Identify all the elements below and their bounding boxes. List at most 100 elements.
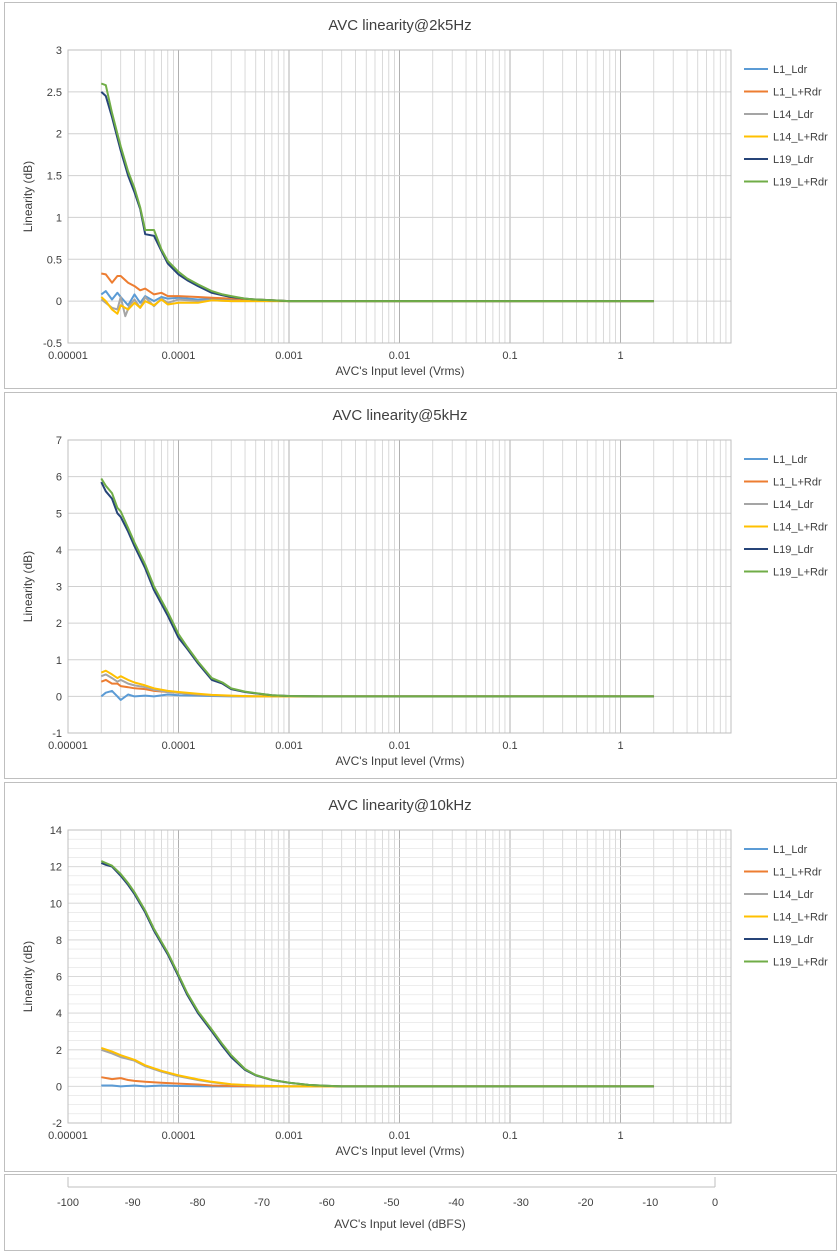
legend-label: L14_L+Rdr	[773, 522, 828, 534]
chart-panel-2k5hz: AVC linearity@2k5Hz 3 2.5 2 1.5 1 0.5 0 -0.5 0.00…	[4, 2, 837, 389]
legend-label: L19_L+Rdr	[773, 567, 828, 579]
x-tick-label: 0.0001	[162, 1130, 196, 1142]
series-line-l19-l-rdr	[100, 82, 654, 303]
dbfs-tick-label: -90	[125, 1197, 141, 1209]
legend-label: L14_Ldr	[773, 109, 814, 121]
x-tick-label: 0.01	[389, 1130, 410, 1142]
chart-title: AVC linearity@10kHz	[328, 797, 471, 814]
linearity-chart-5khz: AVC linearity@5kHz 7 6 5 4 3 2 1 0 -10.00001 0.000…	[21, 407, 828, 768]
dbfs-tick-label: -80	[189, 1197, 205, 1209]
series-line-l14-l-rdr	[100, 669, 654, 698]
dbfs-tick-label: -100	[57, 1197, 79, 1209]
chart-panel-5khz: AVC linearity@5kHz 7 6 5 4 3 2 1 0 -1 0.00001 0.000…	[4, 392, 837, 779]
dbfs-tick-label: -50	[384, 1197, 400, 1209]
chart-title: AVC linearity@5kHz	[333, 407, 468, 424]
y-tick-label: 2.5	[47, 87, 62, 99]
grid-lines	[68, 829, 731, 1124]
y-tick-label: 8	[56, 935, 62, 947]
chart-panel-10khz: AVC linearity@10kHz 14 12 10 8 6 4 2 0 -2 0.00001 0…	[4, 782, 837, 1172]
x-tick-label: 0.01	[389, 740, 410, 752]
x-tick-label: 0.001	[275, 1130, 303, 1142]
dbfs-axis-panel: -100 -90 -80 -70 -60 -50 -40 -30 -20 -10 0 AVC's In…	[4, 1174, 837, 1251]
dbfs-tick-label: -30	[513, 1197, 529, 1209]
plot-area	[67, 829, 732, 1124]
y-tick-label: 4	[56, 1008, 62, 1020]
x-tick-label: 0.0001	[162, 350, 196, 362]
x-tick-label: 0.01	[389, 350, 410, 362]
y-tick-label: 2	[56, 129, 62, 141]
x-tick-label: 0.00001	[48, 350, 88, 362]
dbfs-tick-label: -60	[319, 1197, 335, 1209]
x-tick-label: 1	[617, 350, 623, 362]
x-tick-label: 0.1	[502, 740, 517, 752]
y-tick-label: 0	[56, 296, 62, 308]
y-tick-label: 2	[56, 618, 62, 630]
dbfs-tick-label: -70	[254, 1197, 270, 1209]
dbfs-tick-label: -10	[642, 1197, 658, 1209]
x-tick-label: 0.001	[275, 350, 303, 362]
series-line-l14-l-rdr	[100, 296, 654, 315]
y-tick-label: -0.5	[43, 338, 62, 350]
dbfs-axis-label: AVC's Input level (dBFS)	[334, 1217, 465, 1231]
y-tick-label: 4	[56, 545, 62, 557]
series-line-l19-l-rdr	[100, 477, 654, 698]
y-tick-label: 3	[56, 45, 62, 57]
x-axis-label: AVC's Input level (Vrms)	[336, 364, 465, 378]
y-tick-label: 0	[56, 1081, 62, 1093]
y-tick-label: 1	[56, 655, 62, 667]
x-tick-label: 1	[617, 740, 623, 752]
legend-label: L1_Ldr	[773, 64, 808, 76]
legend-label: L14_L+Rdr	[773, 912, 828, 924]
y-tick-label: 2	[56, 1045, 62, 1057]
plot-area	[67, 439, 732, 734]
x-tick-label: 0.00001	[48, 740, 88, 752]
y-tick-label: 1	[56, 212, 62, 224]
x-tick-label: 0.1	[502, 1130, 517, 1142]
series-line-l19-ldr	[100, 91, 654, 303]
legend-label: L19_Ldr	[773, 154, 814, 166]
y-tick-label: -1	[52, 728, 62, 740]
dbfs-tick-label: -20	[578, 1197, 594, 1209]
y-tick-label: 14	[50, 825, 62, 837]
y-tick-label: 1.5	[47, 171, 62, 183]
y-tick-label: 5	[56, 508, 62, 520]
y-tick-label: 6	[56, 472, 62, 484]
legend-label: L1_Ldr	[773, 454, 808, 466]
y-tick-label: 6	[56, 972, 62, 984]
legend-label: L1_Ldr	[773, 844, 808, 856]
legend-label: L19_Ldr	[773, 934, 814, 946]
y-axis-label: Linearity (dB)	[21, 941, 35, 1012]
legend-label: L19_L+Rdr	[773, 957, 828, 969]
dbfs-tick-label: 0	[712, 1197, 718, 1209]
y-tick-label: 3	[56, 582, 62, 594]
linearity-chart-10khz: AVC linearity@10kHz 14 12 10 8 6 4 2 0 -20.00001 0…	[21, 797, 828, 1158]
chart-title: AVC linearity@2k5Hz	[328, 17, 471, 34]
series-line-l19-l-rdr	[100, 860, 654, 1088]
legend-label: L14_Ldr	[773, 499, 814, 511]
legend-label: L1_L+Rdr	[773, 477, 822, 489]
y-axis-label: Linearity (dB)	[21, 161, 35, 232]
legend-label: L14_Ldr	[773, 889, 814, 901]
y-tick-label: 10	[50, 898, 62, 910]
dbfs-tick-label: -40	[448, 1197, 464, 1209]
legend-label: L1_L+Rdr	[773, 87, 822, 99]
x-axis-label: AVC's Input level (Vrms)	[336, 1144, 465, 1158]
y-tick-label: 12	[50, 862, 62, 874]
linearity-chart-2k5hz: AVC linearity@2k5Hz32.521.510.50-0.50.00…	[21, 17, 828, 378]
x-axis-label: AVC's Input level (Vrms)	[336, 754, 465, 768]
series-line-l1-l-rdr	[101, 1076, 654, 1088]
legend-label: L14_L+Rdr	[773, 132, 828, 144]
y-tick-label: 7	[56, 435, 62, 447]
legend-label: L19_Ldr	[773, 544, 814, 556]
legend: L1_Ldr L1_L+Rdr L14_Ldr L14_L+Rdr L19_Ldr L19…	[744, 844, 828, 969]
y-tick-label: 0.5	[47, 254, 62, 266]
x-tick-label: 0.1	[502, 350, 517, 362]
x-tick-label: 0.0001	[162, 740, 196, 752]
series-line-l19-ldr	[100, 862, 654, 1088]
y-axis-label: Linearity (dB)	[21, 551, 35, 622]
legend-label: L19_L+Rdr	[773, 177, 828, 189]
grid-lines	[68, 439, 731, 734]
x-tick-label: 0.001	[275, 740, 303, 752]
series-line-l14-l-rdr	[100, 1046, 654, 1088]
